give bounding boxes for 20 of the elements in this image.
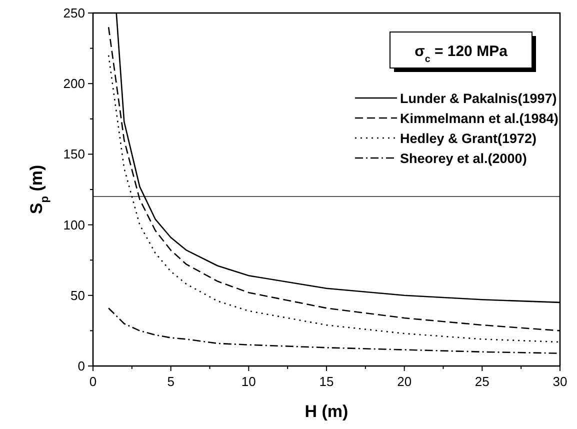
legend-label: Sheorey et al.(2000)	[400, 151, 527, 166]
x-axis-title: H (m)	[304, 402, 348, 421]
x-tick-label: 15	[319, 374, 334, 389]
legend-label: Hedley & Grant(1972)	[400, 131, 537, 146]
x-tick-label: 0	[89, 374, 97, 389]
y-tick-label: 0	[78, 358, 85, 374]
line-series	[108, 307, 560, 354]
annotation: σ$_{c}$ = 120 MPa	[414, 43, 508, 64]
legend-label: Lunder & Pakalnis(1997)	[400, 91, 557, 106]
y-tick-label: 200	[63, 76, 85, 92]
x-tick-label: 20	[397, 374, 412, 389]
x-tick-label: 30	[552, 374, 568, 389]
legend-label: Kimmelmann et al.(1984)	[400, 111, 558, 126]
x-tick-label: 5	[167, 374, 174, 389]
y-tick-label: 150	[63, 146, 85, 162]
y-tick-label: 250	[63, 6, 85, 20]
x-tick-label: 10	[241, 374, 256, 389]
x-tick-label: 25	[474, 374, 490, 389]
y-tick-label: 50	[70, 288, 85, 303]
y-tick-label: 100	[63, 217, 85, 232]
